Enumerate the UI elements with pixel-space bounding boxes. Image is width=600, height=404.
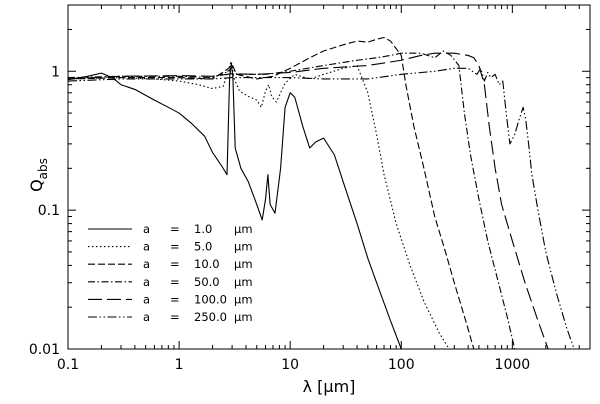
y-tick-label: 1 [51,64,60,80]
series-line [67,36,475,350]
legend-equals: = [170,292,180,306]
legend-value: 250.0 [194,310,227,324]
y-tick-label: 0.1 [38,203,60,219]
legend-value: 50.0 [194,275,220,289]
series-line [67,60,450,350]
series-line [67,50,516,350]
legend-equals: = [170,275,180,289]
x-tick-label: 10 [281,357,299,373]
x-tick-label: 0.1 [57,357,79,373]
y-axis-title: Qabs [27,158,50,192]
legend-value: 100.0 [194,292,227,306]
legend-value: 10.0 [194,257,220,271]
legend-unit: μm [234,257,253,271]
legend-value: 1.0 [194,222,212,236]
legend-unit: μm [234,310,253,324]
legend-equals: = [170,257,180,271]
legend-unit: μm [234,292,253,306]
legend-unit: μm [234,275,253,289]
legend-symbol: a [143,257,150,271]
x-tick-label: 1 [175,357,184,373]
x-tick-label: 1000 [495,357,531,373]
x-axis-title: λ [μm] [303,377,356,396]
series-line [67,62,402,350]
legend-equals: = [170,240,180,254]
x-tick-label: 100 [388,357,415,373]
series-line [67,52,549,350]
legend-unit: μm [234,240,253,254]
legend: a = 1.0 μm a = 5.0 μm a = 10.0 μm a = 50.0 μm a = 100.0 μm a… [88,222,253,324]
y-tick-label: 0.01 [29,342,60,358]
legend-symbol: a [143,275,150,289]
y-axis-title-sub: abs [36,158,50,179]
legend-equals: = [170,310,180,324]
legend-symbol: a [143,222,150,236]
legend-symbol: a [143,292,150,306]
legend-value: 5.0 [194,240,212,254]
legend-equals: = [170,222,180,236]
series-line [67,67,575,350]
legend-symbol: a [143,240,150,254]
y-axis-title-main: Q [27,179,46,192]
legend-symbol: a [143,310,150,324]
svg-text:Qabs: Qabs [27,158,50,192]
series-layer [67,36,575,350]
legend-unit: μm [234,222,253,236]
plot-frame [67,4,591,350]
